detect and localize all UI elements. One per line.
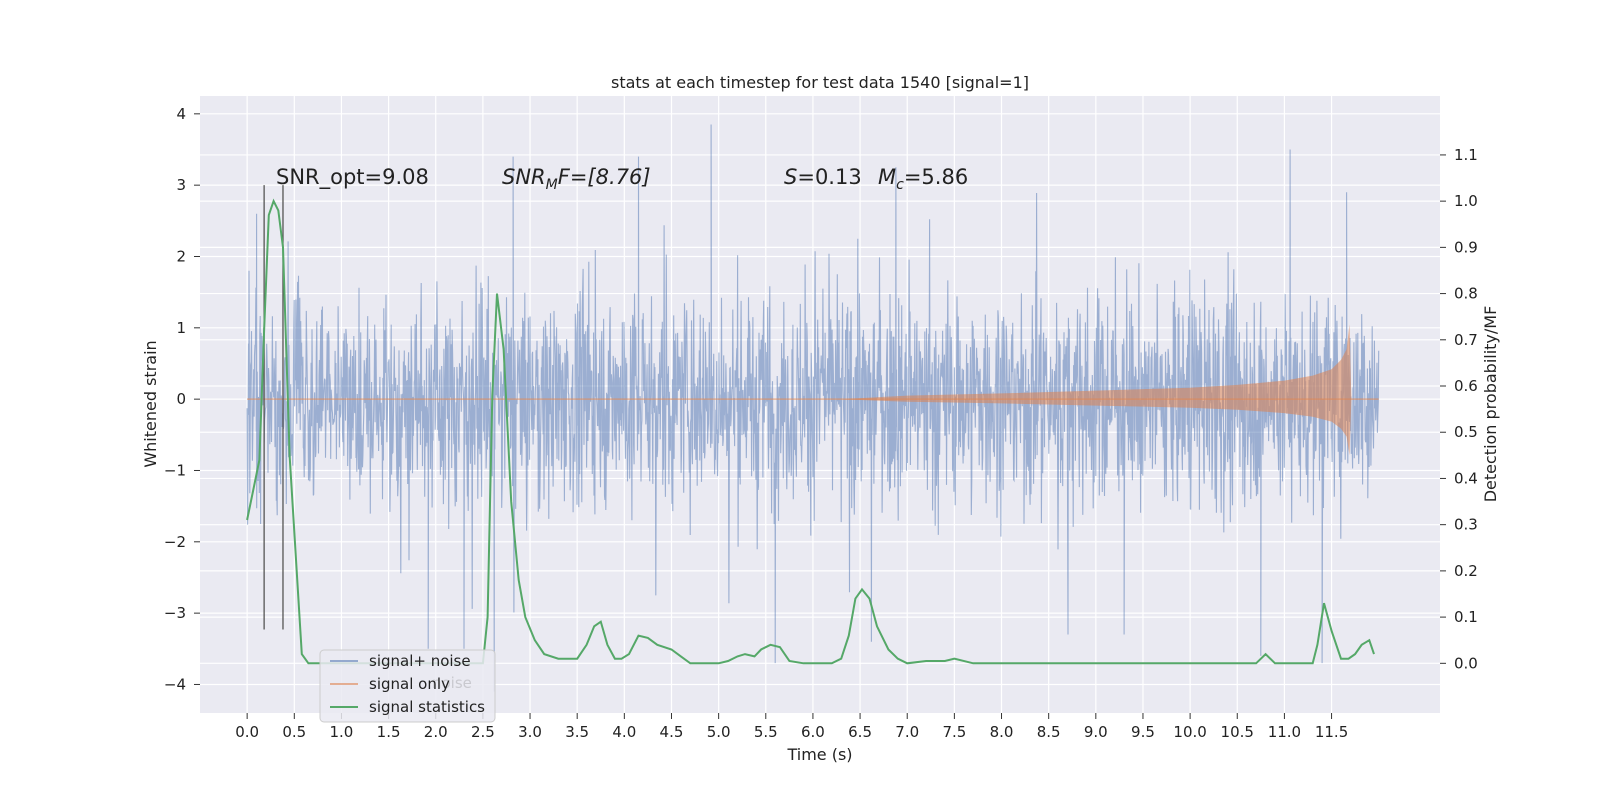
x-tick-label: 11.0 [1268, 723, 1301, 741]
y2-tick-label: 0.4 [1454, 469, 1478, 487]
x-tick-label: 0.5 [282, 723, 306, 741]
x-tick-label: 4.5 [660, 723, 684, 741]
annotation-snr-opt: SNR_opt=9.08 [276, 165, 429, 190]
y2-axis-label: Detection probability/MF [1481, 306, 1500, 503]
x-axis-label: Time (s) [786, 745, 852, 764]
annotation-snr-mf-label: SNR [502, 165, 546, 189]
annotation-snr-mf-sub: M [546, 177, 558, 193]
annotation-snr-mf-rest: F=[8.76] [558, 165, 651, 189]
y2-tick-label: 0.3 [1454, 516, 1478, 534]
x-tick-label: 9.0 [1084, 723, 1108, 741]
y2-tick-label: 0.6 [1454, 377, 1478, 395]
y-tick-label: −2 [164, 533, 186, 551]
annotation-mc-label: M [878, 165, 896, 189]
signal-series [247, 324, 1379, 456]
y-tick-label: 3 [176, 176, 186, 194]
x-tick-label: 1.5 [377, 723, 401, 741]
annotation-s-value: =0.13 [797, 165, 861, 189]
annotation-snr-mf: SNRMF=[8.76] [502, 165, 651, 193]
legend-hidden-label: noise [432, 674, 472, 692]
x-tick-label: 1.0 [330, 723, 354, 741]
y2-tick-label: 1.0 [1454, 192, 1478, 210]
x-tick-label: 11.5 [1315, 723, 1348, 741]
x-tick-label: 2.5 [471, 723, 495, 741]
x-tick-label: 8.5 [1037, 723, 1061, 741]
y-tick-label: −1 [164, 461, 186, 479]
axes: 0.0 0.5 1.0 1.5 2.0 2.5 3.0 3.5 4.0 4.5 5.0 5.5 6.0 6… [164, 105, 1478, 741]
x-tick-label: 7.0 [895, 723, 919, 741]
signal-envelope [247, 324, 1379, 456]
x-tick-label: 4.0 [612, 723, 636, 741]
x-tick-label: 5.0 [707, 723, 731, 741]
x-tick-label: 10.0 [1173, 723, 1206, 741]
annotation-mc-sub: c [896, 177, 904, 193]
y-tick-label: 1 [176, 319, 186, 337]
y-tick-label: 4 [176, 105, 186, 123]
y-axis-label: Whitened strain [141, 340, 160, 467]
y2-tick-label: 0.5 [1454, 423, 1478, 441]
y2-tick-label: 0.8 [1454, 285, 1478, 303]
annotation-mc: Mc=5.86 [878, 165, 968, 193]
x-tick-label: 9.5 [1131, 723, 1155, 741]
y-tick-label: 0 [176, 390, 186, 408]
x-tick-label: 8.0 [990, 723, 1014, 741]
x-tick-label: 7.5 [942, 723, 966, 741]
y-tick-label: 2 [176, 247, 186, 265]
noise-line [246, 124, 1380, 692]
x-tick-label: 6.0 [801, 723, 825, 741]
chart-title: stats at each timestep for test data 154… [611, 73, 1029, 92]
noise-series [246, 124, 1380, 692]
x-tick-label: 3.0 [518, 723, 542, 741]
annotation-s-label: S [784, 165, 797, 189]
legend: noise signal+ noise signal only signal s… [319, 649, 496, 723]
annotation-mc-value: =5.86 [904, 165, 968, 189]
x-tick-label: 0.0 [235, 723, 259, 741]
x-tick-label: 2.0 [424, 723, 448, 741]
y2-tick-label: 0.9 [1454, 238, 1478, 256]
y-tick-label: −4 [164, 675, 186, 693]
x-tick-label: 3.5 [565, 723, 589, 741]
legend-noise-label: signal+ noise [369, 652, 471, 670]
y-tick-label: −3 [164, 604, 186, 622]
legend-stats-label: signal statistics [369, 698, 485, 716]
x-tick-label: 10.5 [1221, 723, 1254, 741]
y2-tick-label: 0.1 [1454, 608, 1478, 626]
y2-tick-label: 0.0 [1454, 654, 1478, 672]
annotation-s: S=0.13 [784, 165, 862, 189]
legend-box [319, 649, 496, 723]
legend-signal-label: signal only [369, 675, 450, 693]
y2-tick-label: 0.2 [1454, 562, 1478, 580]
x-tick-label: 6.5 [848, 723, 872, 741]
y2-tick-label: 0.7 [1454, 331, 1478, 349]
y2-tick-label: 1.1 [1454, 146, 1478, 164]
x-tick-label: 5.5 [754, 723, 778, 741]
